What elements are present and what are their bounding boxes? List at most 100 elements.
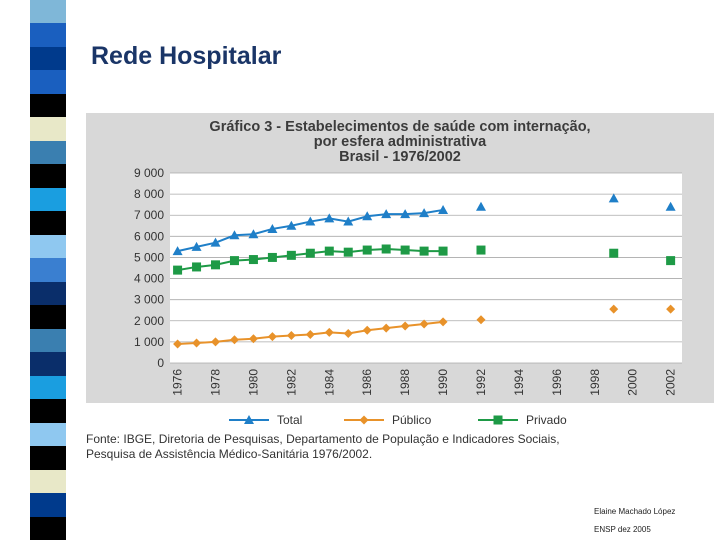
stripe-block: [30, 422, 66, 447]
data-point-privado: [192, 262, 202, 272]
data-point-total: [419, 208, 430, 218]
data-point-privado: [609, 248, 619, 258]
x-tick-label: 2002: [664, 369, 678, 396]
stripe-block: [30, 446, 66, 471]
data-point-privado: [666, 256, 676, 266]
stripe-block: [30, 211, 66, 236]
data-point-total: [210, 237, 221, 247]
x-tick-label: 1996: [550, 369, 564, 396]
data-point-publico: [419, 319, 429, 329]
data-point-publico: [229, 335, 239, 345]
stripe-block: [30, 187, 66, 212]
stripe-block: [30, 352, 66, 377]
legend-label-publico: Público: [392, 413, 432, 427]
y-tick-label: 5 000: [134, 250, 164, 264]
data-point-publico: [666, 304, 676, 314]
data-point-privado: [362, 245, 372, 255]
stripe-block: [30, 140, 66, 165]
stripe-block: [30, 46, 66, 71]
stripe-block: [30, 70, 66, 95]
data-point-publico: [381, 323, 391, 333]
legend-marker-publico: [359, 415, 369, 425]
y-tick-label: 8 000: [134, 187, 164, 201]
data-point-total: [248, 229, 259, 239]
data-point-publico: [438, 317, 448, 327]
stripe-block: [30, 93, 66, 118]
data-point-privado: [305, 248, 315, 258]
data-point-privado: [381, 244, 391, 254]
stripe-block: [30, 328, 66, 353]
x-tick-label: 1980: [246, 369, 260, 396]
data-point-privado: [324, 246, 334, 256]
x-tick-label: 1992: [474, 369, 488, 396]
data-point-publico: [286, 331, 296, 341]
data-point-privado: [229, 256, 239, 266]
data-point-privado: [286, 250, 296, 260]
y-tick-label: 6 000: [134, 229, 164, 243]
x-tick-label: 1976: [171, 369, 185, 396]
legend-marker-total: [244, 415, 254, 424]
data-point-total: [362, 211, 373, 221]
data-point-privado: [173, 265, 183, 275]
footer-author: Elaine Machado López: [594, 507, 676, 516]
data-point-total: [475, 201, 486, 211]
stripe-block: [30, 399, 66, 424]
decorative-stripe: [30, 0, 66, 540]
y-tick-label: 9 000: [134, 166, 164, 180]
data-point-publico: [305, 330, 315, 339]
y-tick-label: 3 000: [134, 293, 164, 307]
stripe-block: [30, 258, 66, 283]
data-point-total: [438, 204, 449, 214]
legend-marker-privado: [493, 415, 503, 425]
data-point-publico: [343, 328, 353, 338]
data-point-total: [400, 209, 411, 219]
x-tick-label: 1998: [588, 369, 602, 396]
y-tick-label: 2 000: [134, 314, 164, 328]
x-tick-label: 1978: [209, 369, 223, 396]
y-tick-label: 4 000: [134, 272, 164, 286]
chart-title-line-3: Brasil - 1976/2002: [339, 149, 461, 165]
stripe-block: [30, 375, 66, 400]
stripe-block: [30, 23, 66, 48]
data-point-publico: [248, 334, 258, 344]
data-point-privado: [267, 252, 277, 262]
data-point-total: [665, 201, 676, 211]
data-point-publico: [192, 338, 202, 348]
x-tick-label: 1994: [512, 369, 526, 396]
chart-source: Fonte: IBGE, Diretoria de Pesquisas, Dep…: [86, 432, 714, 462]
data-point-total: [191, 241, 202, 251]
y-tick-label: 1 000: [134, 335, 164, 349]
data-point-total: [381, 209, 392, 219]
data-point-total: [324, 213, 335, 223]
data-point-total: [172, 246, 183, 256]
stripe-block: [30, 0, 66, 24]
footer-event: ENSP dez 2005: [594, 525, 651, 534]
data-point-total: [286, 220, 297, 230]
x-tick-label: 1984: [322, 369, 336, 396]
stripe-block: [30, 281, 66, 306]
x-tick-label: 1990: [436, 369, 450, 396]
data-point-total: [267, 223, 278, 233]
plot-area: [170, 173, 682, 363]
data-point-publico: [173, 339, 183, 349]
data-point-privado: [248, 255, 258, 265]
y-tick-label: 7 000: [134, 208, 164, 222]
data-point-total: [305, 216, 316, 226]
stripe-block: [30, 117, 66, 142]
data-point-privado: [400, 245, 410, 255]
data-point-publico: [400, 321, 410, 331]
data-point-privado: [343, 247, 353, 257]
stripe-block: [30, 469, 66, 494]
stripe-block: [30, 234, 66, 259]
data-point-privado: [438, 246, 448, 256]
chart-title-line-2: por esfera administrativa: [313, 134, 487, 150]
stripe-block: [30, 305, 66, 330]
chart-title: Gráfico 3 - Estabelecimentos de saúde co…: [86, 120, 714, 165]
data-point-privado: [211, 260, 221, 270]
source-line-2: Pesquisa de Assistência Médico-Sanitária…: [86, 447, 373, 461]
data-point-publico: [267, 332, 277, 342]
stripe-block: [30, 516, 66, 540]
data-point-publico: [609, 304, 619, 314]
data-point-privado: [419, 246, 429, 256]
data-point-publico: [362, 325, 372, 335]
